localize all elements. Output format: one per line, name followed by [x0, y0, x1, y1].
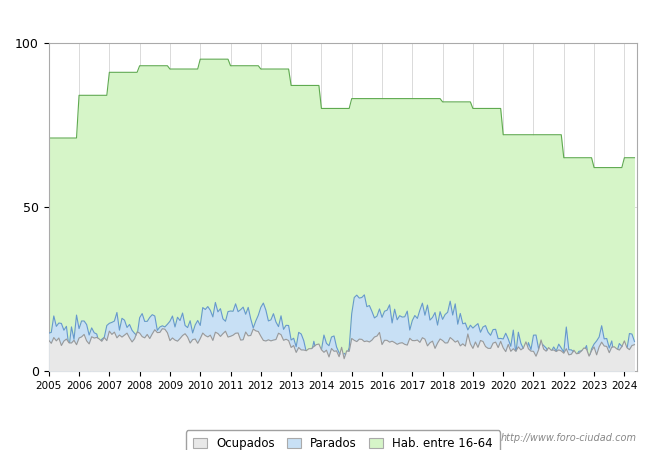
Text: http://www.foro-ciudad.com: http://www.foro-ciudad.com: [501, 433, 637, 443]
Legend: Ocupados, Parados, Hab. entre 16-64: Ocupados, Parados, Hab. entre 16-64: [185, 430, 500, 450]
Text: Torregalindo - Evolucion de la poblacion en edad de Trabajar Mayo de 2024: Torregalindo - Evolucion de la poblacion…: [89, 10, 561, 23]
